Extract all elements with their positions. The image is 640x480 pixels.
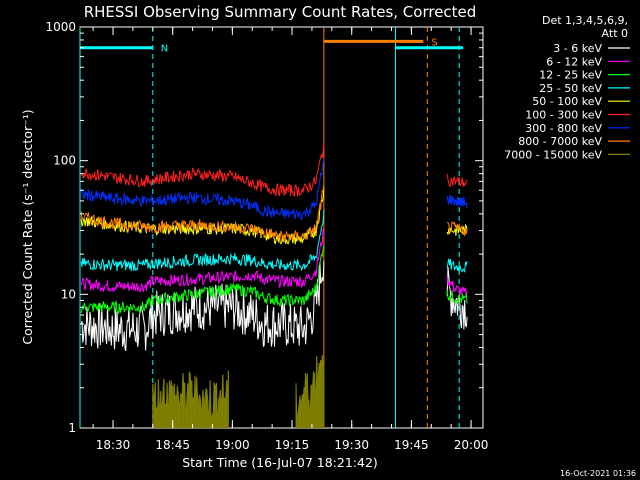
flag-label-2: S	[431, 37, 437, 48]
series-4-segment-1	[80, 209, 325, 272]
series-7-segment-1	[80, 158, 325, 220]
x-axis-ticks: 18:30 18:45 19:00 19:15 19:30 19:45 20:00	[92, 27, 489, 452]
legend-label-7: 300 - 800 keV	[525, 122, 602, 135]
series-1-segment-2	[446, 266, 468, 330]
series-8-segment-1	[80, 185, 325, 243]
x-tick-label: 18:30	[96, 438, 131, 452]
legend-label-4: 25 - 50 keV	[539, 82, 602, 95]
legend-label-2: 6 - 12 keV	[546, 55, 602, 68]
flag-label-1: N	[161, 44, 168, 55]
legend-header-line-2: Att 0	[602, 27, 628, 40]
series-8-segment-2	[446, 221, 468, 236]
y-axis-label: Corrected Count Rate (s⁻¹ detector⁻¹)	[20, 109, 35, 344]
vertical-markers	[79, 27, 460, 428]
y-tick-label: 1000	[45, 20, 76, 34]
y-tick-label: 100	[53, 154, 76, 168]
x-axis-label: Start Time (16-Jul-07 18:21:42)	[182, 455, 378, 470]
legend-label-3: 12 - 25 keV	[539, 69, 602, 82]
x-tick-label: 18:45	[155, 438, 190, 452]
legend-label-5: 50 - 100 keV	[532, 95, 602, 108]
legend-header-line-1: Det 1,3,4,5,6,9,	[542, 14, 628, 27]
legend-label-9: 7000 - 15000 keV	[504, 148, 602, 161]
x-tick-label: 20:00	[454, 438, 489, 452]
timestamp: 16-Oct-2021 01:36	[560, 469, 636, 478]
series-2-segment-2	[446, 275, 468, 298]
x-tick-label: 19:45	[394, 438, 429, 452]
series-4-segment-2	[446, 258, 468, 274]
y-tick-label: 1	[68, 421, 76, 435]
series-6-segment-2	[446, 173, 468, 188]
legend-label-8: 800 - 7000 keV	[518, 135, 602, 148]
series-2-segment-1	[80, 228, 325, 293]
flag-bars: NS	[80, 37, 464, 55]
y-tick-label: 10	[61, 287, 76, 301]
series-6-segment-1	[80, 144, 325, 198]
legend-label-6: 100 - 300 keV	[525, 109, 602, 122]
series-3-segment-2	[446, 290, 468, 305]
legend-label-1: 3 - 6 keV	[553, 42, 602, 55]
x-tick-label: 19:30	[334, 438, 369, 452]
x-tick-label: 19:00	[215, 438, 250, 452]
x-tick-label: 19:15	[275, 438, 310, 452]
y-axis-ticks: 1 10 100 1000	[45, 20, 483, 435]
series-7-segment-2	[446, 195, 468, 209]
series-lines	[80, 144, 468, 428]
chart-title: RHESSI Observing Summary Count Rates, Co…	[84, 3, 477, 21]
series-1-segment-1	[80, 261, 325, 351]
plot-frame	[79, 26, 484, 429]
series-3-segment-1	[80, 244, 325, 315]
